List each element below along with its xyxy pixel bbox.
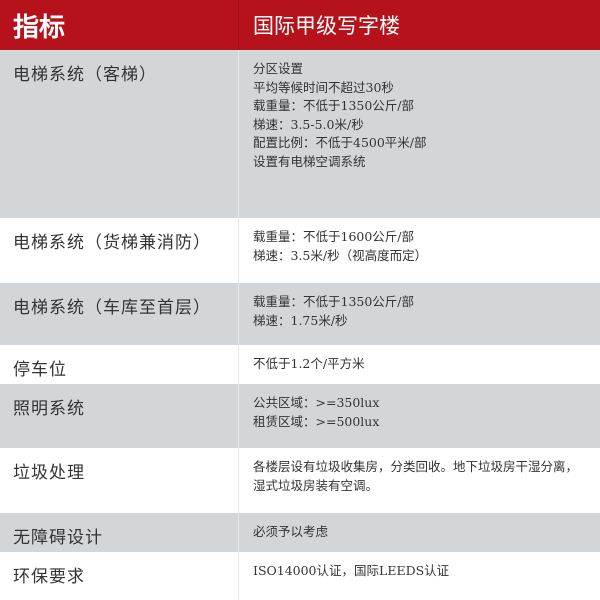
header-indicator: 指标 [13, 12, 66, 43]
row-value: 分区设置平均等候时间不超过30秒载重量：不低于1350公斤/部 梯速：3.5-5.… [238, 50, 600, 218]
row-value: 不低于1.2个/平方米 [238, 345, 600, 384]
row-value: 载重量：不低于1350公斤/部 梯速：1.75米/秒 [238, 283, 600, 345]
table-row: 垃圾处理 各楼层设有垃圾收集房，分类回收。地下垃圾房干湿分离，湿式垃圾房装有空调。 [0, 448, 600, 513]
header-grade-a-office: 国际甲级写字楼 [238, 0, 600, 50]
value-line: 各楼层设有垃圾收集房，分类回收。地下垃圾房干湿分离，湿式垃圾房装有空调。 [253, 459, 579, 493]
table-row: 电梯系统（货梯兼消防） 载重量：不低于1600公斤/部 梯速：3.5米/秒（视高度而… [0, 218, 600, 283]
table-row: 停车位 不低于1.2个/平方米 [0, 345, 600, 384]
row-label: 电梯系统（客梯） [13, 65, 157, 85]
row-label: 电梯系统（车库至首层） [13, 298, 211, 318]
value-line: 分区设置 [253, 61, 304, 76]
row-label: 垃圾处理 [13, 463, 85, 483]
value-line: 租赁区域：>=500lux [253, 413, 380, 429]
row-value: 必须予以考虑 [238, 513, 600, 552]
table-body: 电梯系统（客梯） 分区设置平均等候时间不超过30秒载重量：不低于1350公斤/部梯… [0, 50, 600, 600]
row-value: 公共区域：>=350lux 租赁区域：>=500lux [238, 384, 600, 448]
value-line: 载重量：不低于1600公斤/部 [253, 229, 415, 244]
value-line: 梯速：1.75米/秒 [253, 312, 348, 328]
row-label: 停车位 [13, 360, 67, 380]
table-row: 无障碍设计 必须予以考虑 [0, 513, 600, 552]
row-label: 电梯系统（货梯兼消防） [13, 233, 211, 253]
value-line: 公共区域：>=350lux [253, 395, 380, 410]
row-value: 载重量：不低于1600公斤/部 梯速：3.5米/秒（视高度而定） [238, 218, 600, 283]
row-value: ISO14000认证，国际LEEDS认证 [238, 552, 600, 600]
value-line: 载重量：不低于1350公斤/部 [253, 98, 415, 113]
table-row: 电梯系统（车库至首层） 载重量：不低于1350公斤/部 梯速：1.75米/秒 [0, 283, 600, 345]
table-row: 照明系统 公共区域：>=350lux 租赁区域：>=500lux [0, 384, 600, 448]
value-line: 梯速：3.5-5.0米/秒 [253, 116, 364, 132]
value-line: 不低于1.2个/平方米 [253, 356, 365, 371]
table-row: 电梯系统（客梯） 分区设置平均等候时间不超过30秒载重量：不低于1350公斤/部梯… [0, 50, 600, 218]
value-line: 设置有电梯空调系统 [253, 153, 366, 169]
row-value: 各楼层设有垃圾收集房，分类回收。地下垃圾房干湿分离，湿式垃圾房装有空调。 [238, 448, 600, 513]
value-line: 配置比例：不低于4500平米/部 [253, 135, 427, 150]
table-header: 指标 国际甲级写字楼 [0, 0, 600, 50]
value-line: 载重量：不低于1350公斤/部 [253, 294, 415, 309]
value-line: 梯速：3.5米/秒（视高度而定） [253, 247, 428, 263]
value-line: 必须予以考虑 [253, 524, 329, 539]
value-line: ISO14000认证，国际LEEDS认证 [253, 563, 450, 578]
row-label: 环保要求 [13, 567, 85, 587]
row-label: 无障碍设计 [13, 528, 103, 548]
value-line: 平均等候时间不超过30秒 [253, 79, 394, 95]
table-row: 环保要求 ISO14000认证，国际LEEDS认证 [0, 552, 600, 600]
row-label: 照明系统 [13, 399, 85, 419]
